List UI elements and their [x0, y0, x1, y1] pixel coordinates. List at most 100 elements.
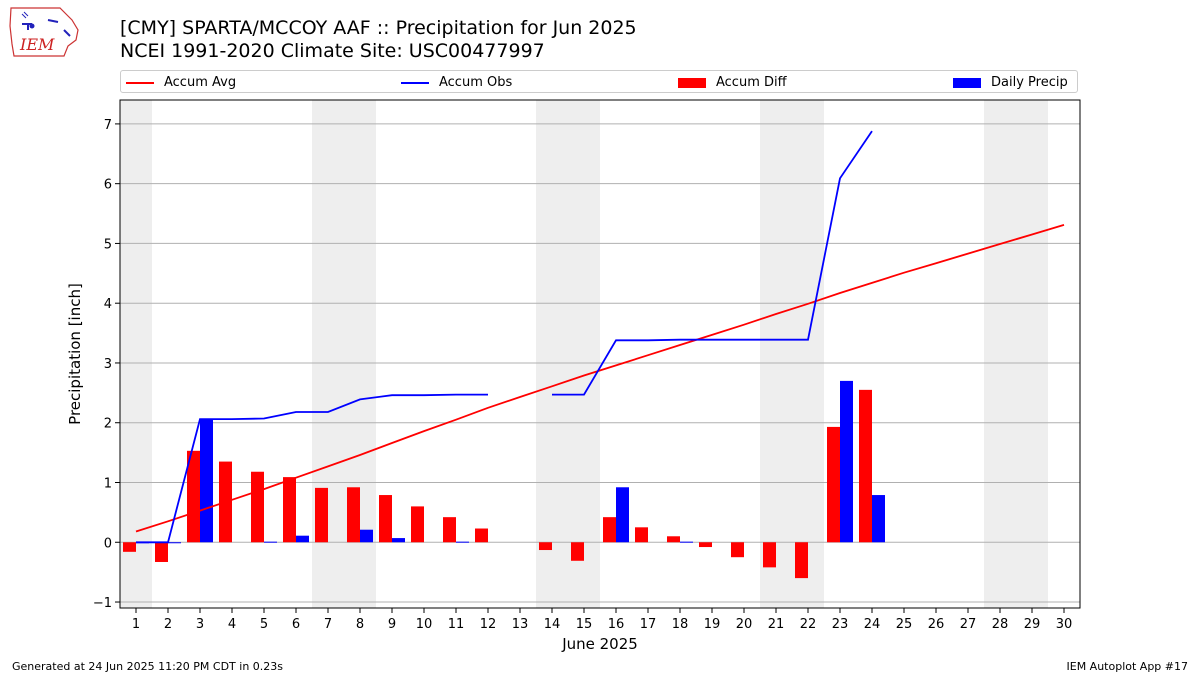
daily-precip-bar-18	[680, 541, 693, 543]
daily-precip-bar-9	[392, 538, 405, 543]
accum-diff-bar-1	[123, 542, 136, 552]
weekend-shade-15	[568, 100, 600, 608]
y-tick-label-5: 5	[104, 237, 112, 252]
legend: Accum Avg Accum Obs Accum Diff Daily Pre…	[120, 70, 1078, 93]
chart-title: [CMY] SPARTA/MCCOY AAF :: Precipitation …	[120, 17, 637, 39]
x-tick-label-19: 19	[704, 617, 721, 632]
accum-diff-bar-2	[155, 542, 168, 562]
y-tick-label-2: 2	[104, 417, 112, 432]
x-tick-label-21: 21	[768, 617, 785, 632]
daily-precip-bar-23	[840, 380, 853, 543]
footer-app: IEM Autoplot App #17	[1066, 660, 1189, 673]
y-tick-label--1: −1	[93, 596, 112, 611]
x-tick-label-17: 17	[640, 617, 657, 632]
x-tick-label-11: 11	[448, 617, 465, 632]
daily-precip-bar-24	[872, 495, 885, 543]
daily-precip-bar-16	[616, 487, 629, 543]
accum-avg-line-segment-0	[135, 224, 1065, 533]
y-tick-label-4: 4	[104, 297, 112, 312]
x-tick-label-28: 28	[992, 617, 1009, 632]
daily-precip-bar-11	[456, 541, 469, 543]
accum-diff-bar-23	[827, 426, 840, 543]
chart-subtitle: NCEI 1991-2020 Climate Site: USC00477997	[120, 40, 545, 62]
accum-diff-bar-22	[795, 542, 808, 579]
x-axis-label: June 2025	[561, 635, 638, 653]
daily-precip-bar-8	[360, 529, 373, 543]
legend-swatch-accum-avg	[126, 81, 154, 84]
x-tick-label-14: 14	[544, 617, 561, 632]
x-tick-label-16: 16	[608, 617, 625, 632]
accum-diff-bar-15	[571, 542, 584, 561]
x-tick-label-15: 15	[576, 617, 593, 632]
x-tick-label-4: 4	[228, 617, 236, 632]
legend-swatch-daily-precip	[953, 77, 981, 88]
legend-item-accum-avg: Accum Avg	[126, 71, 236, 94]
legend-item-daily-precip: Daily Precip	[953, 71, 1068, 94]
accum-obs-line-segment-0	[136, 393, 488, 544]
accum-diff-bar-8	[347, 487, 360, 543]
logo-text: IEM	[19, 35, 55, 54]
accum-diff-bar-3	[187, 450, 200, 543]
x-tick-label-6: 6	[292, 617, 300, 632]
y-tick-label-1: 1	[104, 476, 112, 491]
accum-diff-bar-5	[251, 471, 264, 543]
accum-diff-bar-16	[603, 517, 616, 543]
x-tick-label-29: 29	[1024, 617, 1041, 632]
daily-precip-bar-6	[296, 535, 309, 543]
x-tick-label-3: 3	[196, 617, 204, 632]
daily-precip-bar-2	[168, 542, 181, 544]
weekend-shade-8	[344, 100, 376, 608]
accum-diff-bar-17	[635, 527, 648, 543]
x-tick-label-20: 20	[736, 617, 753, 632]
x-tick-label-27: 27	[960, 617, 977, 632]
weekend-shade-1	[120, 100, 152, 608]
accum-diff-bar-4	[219, 461, 232, 543]
accum-diff-bar-12	[475, 528, 488, 543]
x-tick-label-13: 13	[512, 617, 529, 632]
legend-item-accum-obs: Accum Obs	[401, 71, 512, 94]
x-tick-label-2: 2	[164, 617, 172, 632]
daily-precip-bar-1	[136, 542, 149, 544]
x-tick-label-30: 30	[1056, 617, 1073, 632]
legend-label-accum-avg: Accum Avg	[164, 75, 237, 90]
plot-frame	[119, 99, 1081, 609]
iem-logo: IEM	[9, 7, 79, 57]
y-tick-label-0: 0	[104, 536, 112, 551]
legend-swatch-accum-obs	[401, 81, 429, 84]
weekend-shade-14	[536, 100, 568, 608]
legend-item-accum-diff: Accum Diff	[678, 71, 787, 94]
x-tick-label-12: 12	[480, 617, 497, 632]
legend-label-accum-obs: Accum Obs	[439, 75, 513, 90]
accum-diff-bar-10	[411, 506, 424, 543]
x-tick-label-23: 23	[832, 617, 849, 632]
legend-label-daily-precip: Daily Precip	[991, 75, 1068, 90]
accum-obs-line-segment-1	[552, 130, 873, 396]
footer-generated: Generated at 24 Jun 2025 11:20 PM CDT in…	[12, 660, 284, 673]
accum-diff-bar-19	[699, 542, 712, 548]
accum-diff-bar-9	[379, 495, 392, 543]
accum-diff-bar-21	[763, 542, 776, 568]
x-tick-label-24: 24	[864, 617, 881, 632]
x-tick-label-5: 5	[260, 617, 268, 632]
y-axis-label: Precipitation [inch]	[66, 283, 84, 425]
accum-diff-bar-24	[859, 389, 872, 543]
x-tick-label-7: 7	[324, 617, 332, 632]
weekend-shade-7	[312, 100, 344, 608]
x-tick-label-26: 26	[928, 617, 945, 632]
x-tick-label-10: 10	[416, 617, 433, 632]
accum-diff-bar-7	[315, 487, 328, 543]
x-tick-label-22: 22	[800, 617, 817, 632]
weekend-shade-21	[760, 100, 792, 608]
accum-diff-bar-6	[283, 477, 296, 543]
x-tick-label-18: 18	[672, 617, 689, 632]
x-tick-label-1: 1	[132, 617, 140, 632]
legend-label-accum-diff: Accum Diff	[716, 75, 787, 90]
legend-swatch-accum-diff	[678, 77, 706, 88]
accum-diff-bar-11	[443, 517, 456, 543]
y-tick-label-7: 7	[104, 118, 112, 133]
accum-diff-bar-18	[667, 536, 680, 543]
daily-precip-bar-3	[200, 419, 213, 543]
weekend-shade-28	[984, 100, 1016, 608]
x-tick-label-9: 9	[388, 617, 396, 632]
